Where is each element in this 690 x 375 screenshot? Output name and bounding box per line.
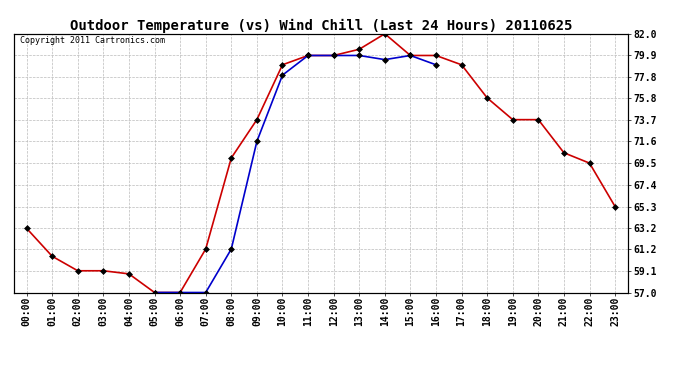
Text: Copyright 2011 Cartronics.com: Copyright 2011 Cartronics.com [20,36,165,45]
Title: Outdoor Temperature (vs) Wind Chill (Last 24 Hours) 20110625: Outdoor Temperature (vs) Wind Chill (Las… [70,18,572,33]
